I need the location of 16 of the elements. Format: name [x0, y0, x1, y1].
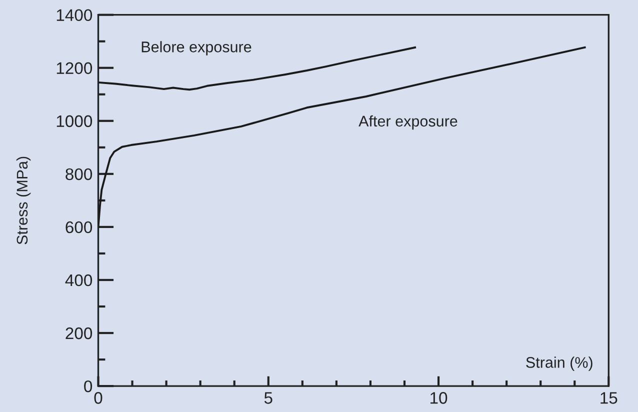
x-tick-label: 15 [600, 392, 618, 404]
series-label: Belore exposure [142, 41, 252, 56]
y-tick-label: 1400 [56, 9, 92, 22]
y-tick-label: 1200 [56, 62, 92, 74]
x-tick-label: 5 [264, 392, 272, 404]
y-tick-label: 400 [65, 274, 92, 286]
series-label: After exposure [358, 115, 458, 130]
y-tick-label: 0 [84, 380, 92, 392]
y-tick-label: 200 [66, 327, 92, 340]
x-tick-label: 0 [94, 392, 102, 404]
y-tick-label: 1000 [56, 115, 92, 128]
x-axis-title: Strain (%) [526, 356, 592, 371]
y-axis-title: Stress (MPa) [16, 156, 31, 244]
y-tick-label: 800 [66, 168, 92, 180]
y-tick-label: 600 [66, 221, 92, 234]
x-tick-label: 10 [430, 392, 448, 404]
